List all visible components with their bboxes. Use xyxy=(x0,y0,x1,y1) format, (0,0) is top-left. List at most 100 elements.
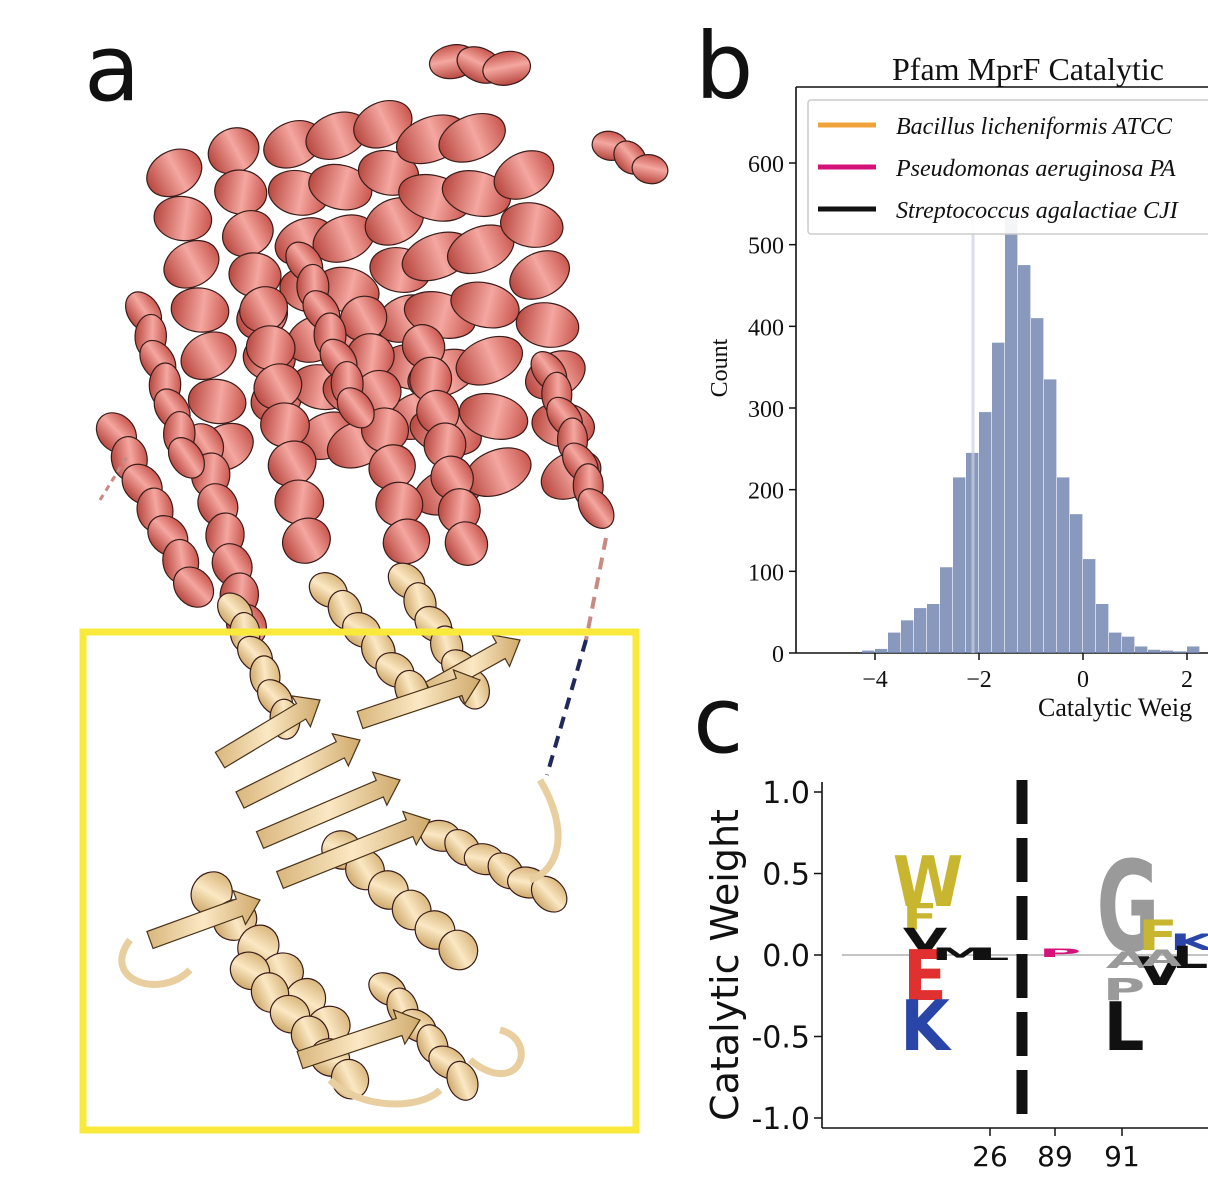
panel-a-protein-structure: a xyxy=(79,15,669,1134)
histogram-bar xyxy=(1135,646,1148,653)
logo-letter: L xyxy=(1172,939,1208,975)
beta-strand-1 xyxy=(214,695,321,769)
histogram-bar xyxy=(940,567,953,653)
logo-letter: V xyxy=(1138,949,1183,995)
logo-letter: V xyxy=(903,921,948,957)
histogram-y-label: Count xyxy=(707,338,733,397)
helix-1 xyxy=(146,148,254,472)
helix-top-right xyxy=(591,130,669,185)
beta-strand-7 xyxy=(146,889,261,950)
histogram-bar xyxy=(1174,651,1187,653)
dashed-linker-lower xyxy=(545,639,588,776)
logo-letter: F xyxy=(1138,911,1177,960)
y-tick-label: 100 xyxy=(748,560,784,586)
histogram-bar xyxy=(979,412,992,653)
logo-y-tick-label: -0.5 xyxy=(751,1021,810,1056)
x-tick-label: −4 xyxy=(862,667,888,693)
logo-letter: A xyxy=(1106,948,1151,974)
histogram-bar xyxy=(1031,318,1044,653)
panel-c-sequence-logo: c 1.0 0.5 0.0 -0.5 -1.0 26 89 91 Catalytic Wei… xyxy=(693,667,1208,1173)
histogram-x-label: Catalytic Weig xyxy=(1038,693,1192,722)
loop-2 xyxy=(467,1026,525,1078)
panel-letter-c: c xyxy=(693,667,744,774)
legend-label: Bacillus licheniformis ATCC xyxy=(896,114,1173,140)
catalytic-helix-1 xyxy=(217,592,301,740)
logo-letter: M xyxy=(931,945,988,964)
logo-y-ticks: 1.0 0.5 0.0 -0.5 -1.0 xyxy=(751,776,822,1137)
catalytic-helix-6 xyxy=(420,819,568,913)
logo-y-label: Catalytic Weight xyxy=(703,809,747,1121)
x-tick-label: −2 xyxy=(966,667,992,693)
histogram-bar xyxy=(1070,514,1083,653)
helix-10 xyxy=(95,412,215,608)
histogram-bar xyxy=(875,648,888,653)
logo-letter: P xyxy=(1103,971,1145,1007)
loop-3 xyxy=(528,778,562,884)
logo-x-tick-label: 26 xyxy=(972,1140,1008,1173)
y-tick-label: 400 xyxy=(748,315,784,341)
beta-strand-3 xyxy=(255,771,401,850)
y-tick-label: 600 xyxy=(748,152,784,178)
logo-letter: P xyxy=(1039,947,1081,960)
beta-strand-8 xyxy=(296,1008,421,1070)
logo-y-tick-label: 0.0 xyxy=(762,939,810,974)
x-tick-label: 0 xyxy=(1077,667,1089,693)
logo-x-ticks: 26 89 91 xyxy=(972,1128,1140,1173)
dashed-linker-upper xyxy=(584,537,608,641)
logo-y-tick-label: 1.0 xyxy=(762,776,810,811)
beta-strand-4 xyxy=(275,810,431,890)
logo-letter: G xyxy=(1096,835,1159,980)
x-tick-label: 2 xyxy=(1181,667,1193,693)
histogram-bar xyxy=(992,342,1005,653)
panel-b-histogram: b Pfam MprF Catalytic 0 100 200 300 400 500 60… xyxy=(695,13,1208,722)
histogram-bar xyxy=(1187,646,1200,653)
histogram-title: Pfam MprF Catalytic xyxy=(892,51,1164,87)
catalytic-helix-2 xyxy=(308,572,429,711)
y-tick-label: 200 xyxy=(748,479,784,505)
histogram-bar xyxy=(1005,216,1018,654)
helix-9 xyxy=(530,351,615,529)
histogram-legend: Bacillus licheniformis ATCC Pseudomonas a… xyxy=(807,99,1208,235)
logo-letter: W xyxy=(893,841,964,922)
panel-letter-b: b xyxy=(695,13,753,120)
histogram-bar xyxy=(1018,265,1031,653)
logo-x-tick-label: 89 xyxy=(1037,1140,1073,1173)
histogram-bar xyxy=(927,604,940,653)
histogram-bar xyxy=(1096,604,1109,653)
logo-y-tick-label: 0.5 xyxy=(762,858,810,893)
logo-letter: L xyxy=(1104,989,1145,1067)
histogram-y-ticks: 0 100 200 300 400 500 600 xyxy=(748,152,796,668)
histogram-bar xyxy=(1161,650,1174,653)
logo-letter: L xyxy=(977,945,1010,964)
histogram-bar xyxy=(1083,559,1096,653)
logo-letter: A xyxy=(1142,946,1182,972)
beta-strand-2 xyxy=(235,732,361,809)
loop-4 xyxy=(327,1077,443,1108)
histogram-bar xyxy=(1148,649,1161,653)
catalytic-helix-4 xyxy=(190,871,351,1048)
y-tick-label: 300 xyxy=(748,397,784,423)
legend-frame xyxy=(807,99,1208,235)
histogram-bars xyxy=(862,216,1200,654)
helix-16 xyxy=(285,241,375,429)
loop-1 xyxy=(118,937,193,988)
catalytic-domain-highlight-box xyxy=(79,628,640,1134)
histogram-bar xyxy=(901,620,914,653)
helix-12 xyxy=(125,291,205,479)
histogram-bar xyxy=(914,608,927,653)
panel-letter-a: a xyxy=(84,15,140,122)
logo-y-tick-label: -1.0 xyxy=(751,1102,810,1137)
histogram-x-ticks: −4 −2 0 2 xyxy=(862,653,1193,693)
logo-letter: F xyxy=(903,897,938,939)
logo-letter: K xyxy=(900,985,952,1066)
y-tick-label: 500 xyxy=(748,234,784,260)
histogram-bar xyxy=(1044,379,1057,653)
histogram-bar xyxy=(1122,636,1135,653)
y-tick-label: 0 xyxy=(772,642,784,668)
logo-letter: K xyxy=(1170,930,1208,956)
legend-label: Pseudomonas aeruginosa PA xyxy=(895,156,1176,182)
dashed-linker-left xyxy=(98,454,130,501)
histogram-bar xyxy=(1057,477,1070,653)
helix-top xyxy=(428,44,532,86)
